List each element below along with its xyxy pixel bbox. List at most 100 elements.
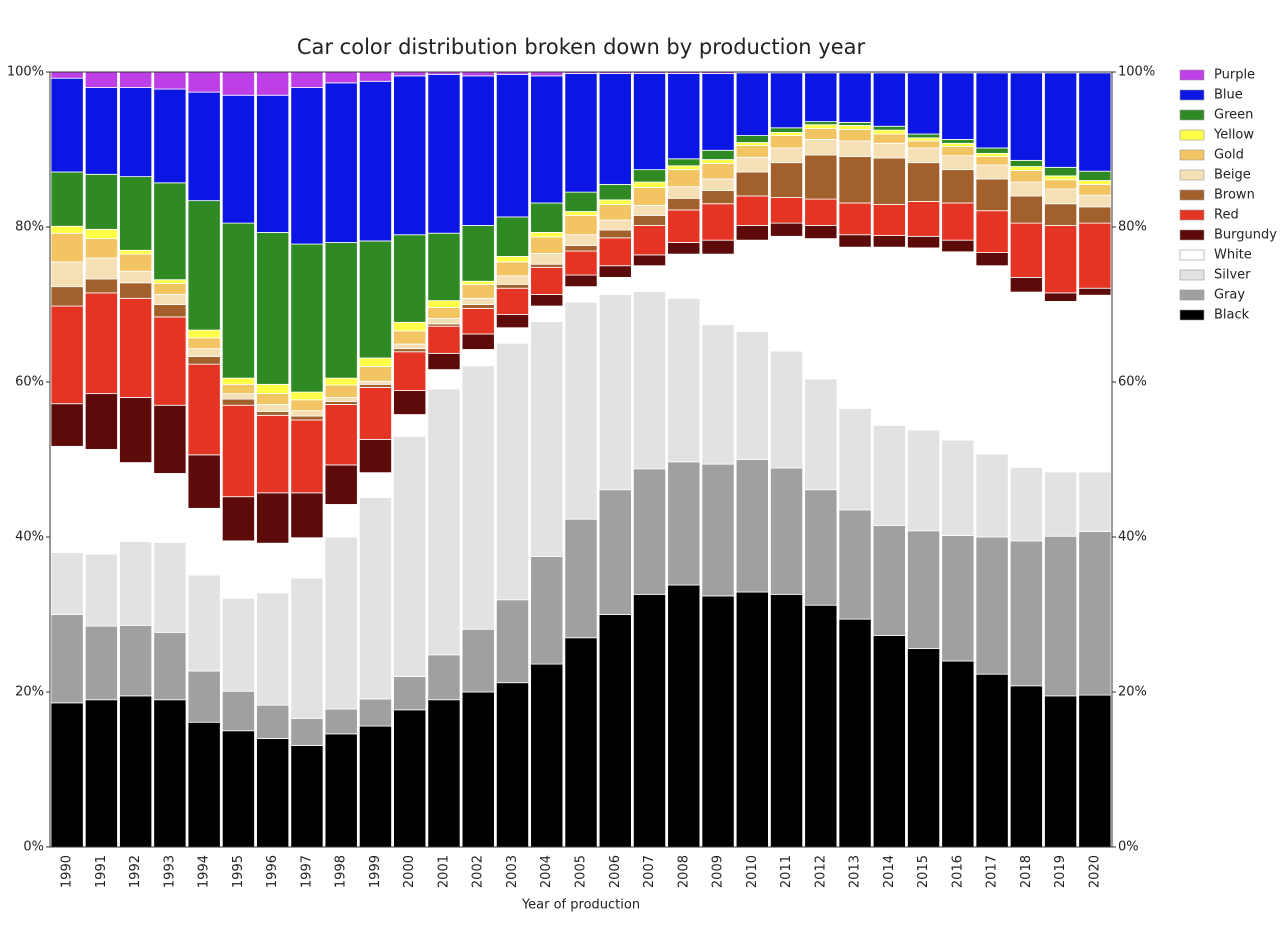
bar-segment bbox=[632, 265, 667, 292]
bar-segment bbox=[119, 87, 153, 178]
bar-segment bbox=[564, 234, 598, 247]
bar-segment bbox=[941, 251, 975, 441]
bar-segment bbox=[393, 435, 427, 677]
bar-segment bbox=[495, 256, 530, 263]
y-tick-label: 80% bbox=[15, 220, 44, 235]
bar-segment bbox=[495, 342, 530, 601]
bar-segment bbox=[907, 137, 941, 142]
bar-segment bbox=[872, 524, 906, 636]
bar-segment bbox=[941, 439, 975, 536]
bar-segment bbox=[187, 574, 221, 672]
bar-segment bbox=[770, 147, 804, 164]
bar-segment bbox=[667, 297, 701, 463]
bar-segment bbox=[872, 157, 906, 205]
bar-segment bbox=[1009, 72, 1043, 161]
bar-segment bbox=[187, 71, 221, 93]
bar-segment bbox=[907, 648, 941, 848]
bar-segment bbox=[119, 541, 153, 626]
bar-segment bbox=[838, 407, 872, 511]
bar-segment bbox=[530, 71, 564, 77]
y2-tick-label: 20% bbox=[1118, 685, 1147, 700]
bar-segment bbox=[632, 181, 667, 188]
legend-label: Yellow bbox=[1213, 128, 1254, 143]
bar-segment bbox=[530, 294, 564, 307]
bar-segment bbox=[50, 614, 84, 704]
y2-tick-label: 40% bbox=[1118, 530, 1147, 545]
bar-segment bbox=[701, 239, 735, 255]
bar-segment bbox=[1078, 180, 1112, 185]
bar-segment bbox=[564, 73, 598, 193]
bar-segment bbox=[290, 391, 324, 401]
bar-segment bbox=[735, 135, 769, 143]
x-tick-label: 1993 bbox=[162, 855, 177, 888]
bar-segment bbox=[1044, 300, 1078, 473]
bar-segment bbox=[941, 169, 975, 204]
legend-swatch bbox=[1179, 249, 1205, 261]
bar-segment bbox=[393, 71, 427, 77]
y-tick-label: 0% bbox=[23, 840, 44, 855]
bar-segment bbox=[804, 378, 838, 491]
bar-segment bbox=[632, 204, 667, 216]
bar-segment bbox=[598, 73, 632, 185]
bar-segment bbox=[427, 325, 461, 354]
bar-segment bbox=[804, 238, 838, 380]
bar-segment bbox=[290, 492, 324, 539]
legend-swatch bbox=[1179, 269, 1205, 281]
bar-segment bbox=[667, 253, 701, 299]
bar-segment bbox=[770, 72, 804, 129]
bar-segment bbox=[701, 163, 735, 180]
bar-segment bbox=[872, 133, 906, 144]
bar-segment bbox=[1009, 195, 1043, 224]
bar-segment bbox=[838, 156, 872, 204]
bar-segment bbox=[119, 270, 153, 284]
bar-segment bbox=[941, 202, 975, 241]
bar-segment bbox=[221, 398, 255, 406]
bar-segment bbox=[1078, 531, 1112, 696]
bar-segment bbox=[358, 240, 392, 359]
bar-segment bbox=[838, 72, 872, 123]
bar-segment bbox=[427, 352, 461, 371]
bar-segment bbox=[221, 496, 255, 542]
bar-segment bbox=[907, 133, 941, 139]
bar-segment bbox=[770, 127, 804, 133]
bar-segment bbox=[221, 94, 255, 224]
bar-segment bbox=[221, 540, 255, 599]
legend-swatch bbox=[1179, 309, 1205, 321]
bar-segment bbox=[530, 232, 564, 238]
bar-segment bbox=[564, 637, 598, 848]
bar-segment bbox=[564, 274, 598, 288]
bar-segment bbox=[495, 682, 530, 848]
bar-segment bbox=[598, 294, 632, 491]
bar-segment bbox=[358, 497, 392, 700]
bar-segment bbox=[84, 625, 118, 701]
bar-segment bbox=[598, 204, 632, 221]
y-tick-label: 40% bbox=[15, 530, 44, 545]
bar-segment bbox=[461, 297, 495, 305]
y-tick-label: 20% bbox=[15, 685, 44, 700]
x-tick-label: 2000 bbox=[402, 855, 417, 888]
x-tick-label: 2009 bbox=[711, 855, 726, 888]
bar-segment bbox=[461, 71, 495, 77]
y-tick-label: 60% bbox=[15, 375, 44, 390]
bar-segment bbox=[530, 321, 564, 557]
bar-segment bbox=[941, 72, 975, 140]
bar-segment bbox=[907, 429, 941, 532]
bar-segment bbox=[1009, 170, 1043, 183]
bar-segment bbox=[187, 356, 221, 365]
bar-segment bbox=[84, 173, 118, 230]
bar-segment bbox=[838, 509, 872, 620]
bar-segment bbox=[530, 75, 564, 204]
legend-label: Beige bbox=[1214, 168, 1251, 183]
legend-label: Red bbox=[1214, 208, 1239, 223]
bar-segment bbox=[84, 393, 118, 450]
bar-segment bbox=[941, 145, 975, 157]
bar-segment bbox=[256, 542, 290, 594]
x-tick-label: 2018 bbox=[1019, 855, 1034, 888]
bar-segment bbox=[632, 73, 667, 171]
bar-segment bbox=[358, 380, 392, 385]
bar-segment bbox=[975, 147, 1009, 154]
bar-segment bbox=[187, 721, 221, 848]
bar-segment bbox=[290, 87, 324, 245]
bar-segment bbox=[1009, 166, 1043, 171]
